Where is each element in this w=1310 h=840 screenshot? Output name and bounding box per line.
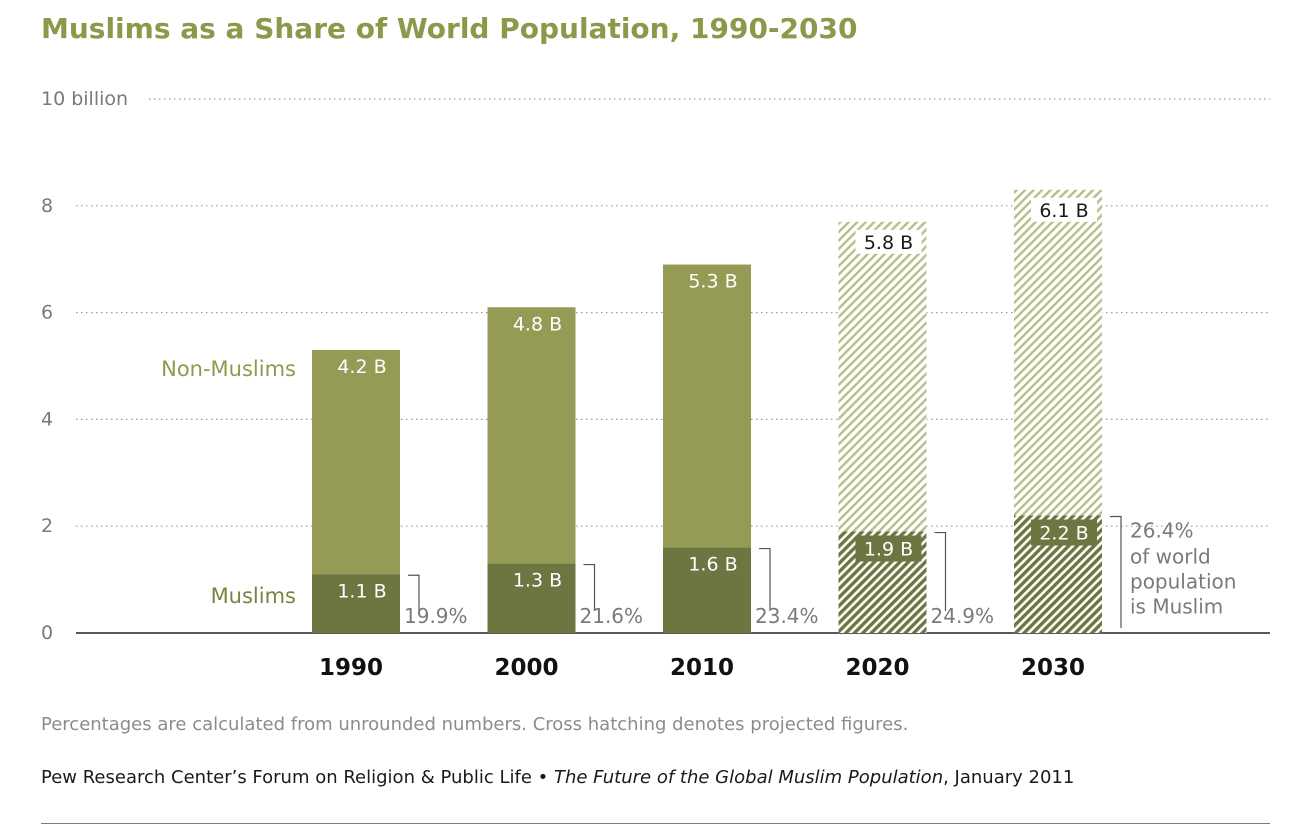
value-label-non-muslims-2020: 5.8 B (864, 232, 913, 254)
value-label-non-muslims-2010: 5.3 B (688, 271, 737, 293)
value-label-muslims-2020: 1.9 B (864, 539, 913, 561)
x-tick-label-2010: 2010 (670, 655, 734, 681)
y-tick-label: 0 (41, 622, 53, 644)
share-bracket-2010 (759, 547, 771, 611)
source-separator: • (531, 767, 554, 788)
percent-label-2010: 23.4% (755, 604, 819, 628)
percent-label-2030: 26.4% (1130, 519, 1194, 543)
bar-non-muslims-2020 (838, 221, 927, 532)
final-annotation-line: is Muslim (1130, 595, 1223, 619)
y-tick-label: 10 billion (41, 88, 128, 110)
value-label-non-muslims-2000: 4.8 B (513, 313, 562, 335)
chart-note: Percentages are calculated from unrounde… (41, 714, 909, 735)
source-org: Pew Research Center’s Forum on Religion … (41, 767, 532, 788)
bar-muslims-2000 (487, 563, 576, 633)
source-date: , January 2011 (943, 767, 1075, 788)
value-label-bg (1031, 197, 1097, 222)
share-bracket-2020 (934, 531, 947, 611)
series-label-muslims: Muslims (211, 584, 296, 608)
percent-label-2000: 21.6% (580, 604, 644, 628)
value-label-non-muslims-2030: 6.1 B (1039, 200, 1088, 222)
percent-label-2020: 24.9% (931, 604, 995, 628)
share-bracket-1990 (408, 574, 420, 611)
share-bracket-2000 (583, 563, 596, 611)
y-tick-label: 2 (41, 515, 53, 537)
value-label-muslims-2010: 1.6 B (688, 554, 737, 576)
series-label-non-muslims: Non-Muslims (161, 357, 296, 381)
y-tick-label: 6 (41, 302, 53, 324)
y-tick-label: 4 (41, 408, 53, 430)
x-tick-label-2000: 2000 (494, 655, 558, 681)
value-label-bg (855, 229, 922, 254)
chart-plot: 0 2 4 6 8 10 billion 4.2 B 1.1 B 19.9% 1990 4.8 B 1… (41, 88, 1270, 681)
percent-label-1990: 19.9% (404, 604, 468, 628)
bar-non-muslims-1990 (312, 349, 400, 575)
value-label-muslims-2000: 1.3 B (513, 570, 562, 592)
x-tick-label-1990: 1990 (319, 655, 383, 681)
value-label-non-muslims-1990: 4.2 B (337, 356, 386, 378)
bar-non-muslims-2010 (663, 264, 751, 548)
value-label-muslims-1990: 1.1 B (337, 580, 386, 602)
chart-title: Muslims as a Share of World Population, … (41, 12, 858, 45)
x-tick-label-2030: 2030 (1021, 655, 1085, 681)
bar-non-muslims-2000 (487, 307, 576, 564)
y-tick-label: 8 (41, 195, 53, 217)
value-label-bg (855, 535, 922, 562)
final-annotation-line: of world (1130, 545, 1211, 569)
bar-muslims-2010 (663, 547, 751, 633)
value-label-bg (1031, 519, 1097, 546)
source-line: Pew Research Center’s Forum on Religion … (41, 767, 1074, 788)
bottom-rule (41, 823, 1270, 824)
x-tick-label-2020: 2020 (845, 655, 909, 681)
final-annotation-line: population (1130, 570, 1236, 594)
bar-muslims-1990 (312, 574, 400, 633)
source-report-title: The Future of the Global Muslim Populati… (553, 767, 944, 788)
value-label-muslims-2030: 2.2 B (1039, 523, 1088, 545)
bar-non-muslims-2030 (1014, 189, 1102, 516)
share-bracket-2030 (1110, 515, 1122, 628)
